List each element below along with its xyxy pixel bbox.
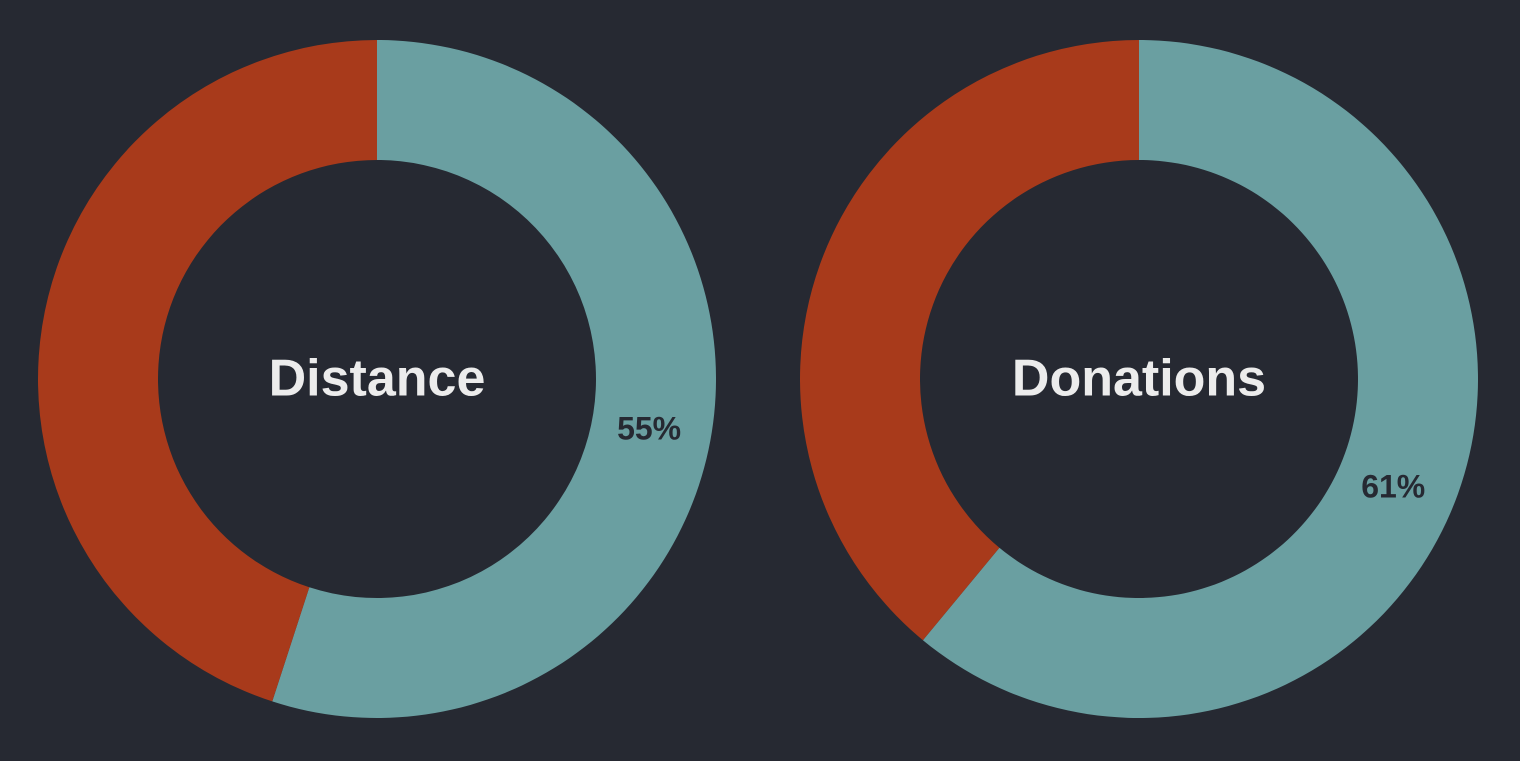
distance-percent-label: 55% — [617, 410, 681, 446]
distance-filled-arc — [272, 40, 717, 718]
donations-remainder-arc — [800, 40, 1139, 641]
distance-remainder-arc — [38, 40, 377, 702]
donations-center-label: Donations — [1012, 350, 1266, 408]
donut-chart-donations: Donations 61% — [800, 40, 1479, 718]
donations-filled-arc — [922, 40, 1479, 718]
distance-center-label: Distance — [269, 350, 486, 408]
donations-percent-label: 61% — [1361, 468, 1425, 504]
donut-chart-distance: Distance 55% — [38, 40, 717, 718]
